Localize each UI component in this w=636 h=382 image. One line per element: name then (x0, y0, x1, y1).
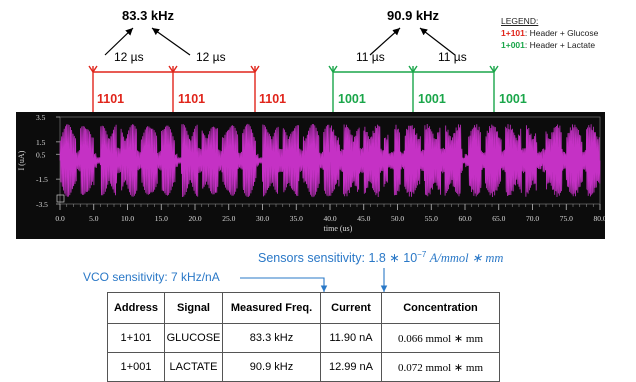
sensors-sensitivity-prefix: Sensors sensitivity: 1.8 ∗ 10 (258, 251, 418, 266)
cell-current: 12.99 nA (320, 352, 382, 382)
col-concentration: Concentration (381, 292, 500, 324)
x-tick-label: 40.0 (323, 214, 336, 223)
code-label-red-3: 1101 (259, 92, 287, 106)
y-axis-label: I (uA) (17, 150, 26, 170)
measurement-table: Address Signal Measured Freq. Current Co… (107, 292, 500, 382)
x-tick-label: 35.0 (290, 214, 303, 223)
freq-left-arrow-1 (104, 27, 134, 56)
signal-trace (59, 123, 601, 198)
period-markers-red (88, 65, 260, 126)
legend: LEGEND: 1+101: Header + Glucose 1+001: H… (501, 15, 598, 51)
legend-title: LEGEND: (501, 16, 539, 26)
x-tick-label: 15.0 (155, 214, 168, 223)
x-tick-label: 45.0 (357, 214, 370, 223)
period-label-left-2: 12 µs (196, 50, 226, 64)
sensors-sensitivity-unit: A/mmol ∗ mm (429, 251, 504, 266)
y-tick-label: 0.5 (36, 150, 46, 159)
freq-right-arrow-1 (369, 27, 401, 56)
cell-address: 1+101 (107, 323, 165, 353)
x-tick-label: 55.0 (425, 214, 438, 223)
period-label-right-2: 11 µs (438, 50, 467, 64)
sensors-sensitivity-label: Sensors sensitivity: 1.8 ∗ 10−7 A/mmol ∗… (258, 250, 503, 266)
cell-current: 11.90 nA (320, 323, 382, 353)
legend-item-glucose: 1+101: Header + Glucose (501, 27, 598, 39)
cell-freq: 90.9 kHz (222, 352, 321, 382)
legend-code-glucose: 1+101 (501, 28, 525, 38)
x-tick-label: 5.0 (89, 214, 99, 223)
cell-signal: LACTATE (164, 352, 223, 382)
cell-concentration: 0.072 mmol ∗ mm (381, 352, 500, 382)
code-label-green-1: 1001 (338, 92, 366, 106)
y-tick-label: 1.5 (36, 138, 46, 147)
cell-freq: 83.3 kHz (222, 323, 321, 353)
sensors-sensitivity-exp: −7 (417, 250, 427, 259)
table-header-row: Address Signal Measured Freq. Current Co… (107, 292, 500, 324)
legend-item-lactate: 1+001: Header + Lactate (501, 39, 598, 51)
code-label-green-2: 1001 (418, 92, 446, 106)
x-tick-label: 10.0 (121, 214, 134, 223)
col-address: Address (107, 292, 165, 324)
x-tick-label: 65.0 (492, 214, 505, 223)
col-signal: Signal (164, 292, 223, 324)
y-tick-label: -3.5 (36, 200, 48, 209)
code-label-red-1: 1101 (97, 92, 125, 106)
x-tick-label: 50.0 (391, 214, 404, 223)
x-tick-label: 30.0 (256, 214, 269, 223)
freq-right-arrow-2 (419, 27, 456, 56)
x-tick-label: 80.0 (593, 214, 605, 223)
y-tick-label: 3.5 (36, 113, 46, 122)
cell-concentration: 0.066 mmol ∗ mm (381, 323, 500, 353)
oscilloscope-plot: 3.5 1.5 0.5 -1.5 -3.5 I (uA) 0.0 5.0 10.0 15.0 20.… (17, 113, 607, 233)
cell-address: 1+001 (107, 352, 165, 382)
cell-signal: GLUCOSE (164, 323, 223, 353)
col-measured-freq: Measured Freq. (222, 292, 321, 324)
scope-marker-icon (56, 194, 65, 203)
freq-label-left: 83.3 kHz (122, 8, 175, 23)
table-row: 1+101 GLUCOSE 83.3 kHz 11.90 nA 0.066 mm… (107, 323, 500, 353)
period-label-left-1: 12 µs (114, 50, 144, 64)
legend-text-glucose: : Header + Glucose (524, 28, 599, 38)
x-tick-label: 25.0 (222, 214, 235, 223)
freq-label-right: 90.9 kHz (387, 8, 440, 23)
col-current: Current (320, 292, 382, 324)
x-tick-label: 20.0 (188, 214, 201, 223)
x-tick-label: 60.0 (458, 214, 471, 223)
legend-text-lactate: : Header + Lactate (524, 40, 596, 50)
period-label-right-1: 11 µs (356, 50, 385, 64)
y-tick-label: -1.5 (36, 175, 48, 184)
x-tick-label: 0.0 (55, 214, 65, 223)
table-row: 1+001 LACTATE 90.9 kHz 12.99 nA 0.072 mm… (107, 352, 500, 382)
oscilloscope-panel: 3.5 1.5 0.5 -1.5 -3.5 I (uA) 0.0 5.0 10.0 15.0 20.… (16, 112, 607, 239)
vco-sensitivity-label: VCO sensitivity: 7 kHz/nA (83, 270, 220, 284)
code-label-green-3: 1001 (499, 92, 527, 106)
legend-code-lactate: 1+001 (501, 40, 525, 50)
x-tick-label: 70.0 (526, 214, 539, 223)
x-tick-label: 75.0 (560, 214, 573, 223)
code-label-red-2: 1101 (178, 92, 206, 106)
sensitivity-arrows (240, 268, 388, 292)
x-axis-label: time (us) (324, 224, 353, 233)
freq-left-arrow-2 (151, 27, 191, 56)
